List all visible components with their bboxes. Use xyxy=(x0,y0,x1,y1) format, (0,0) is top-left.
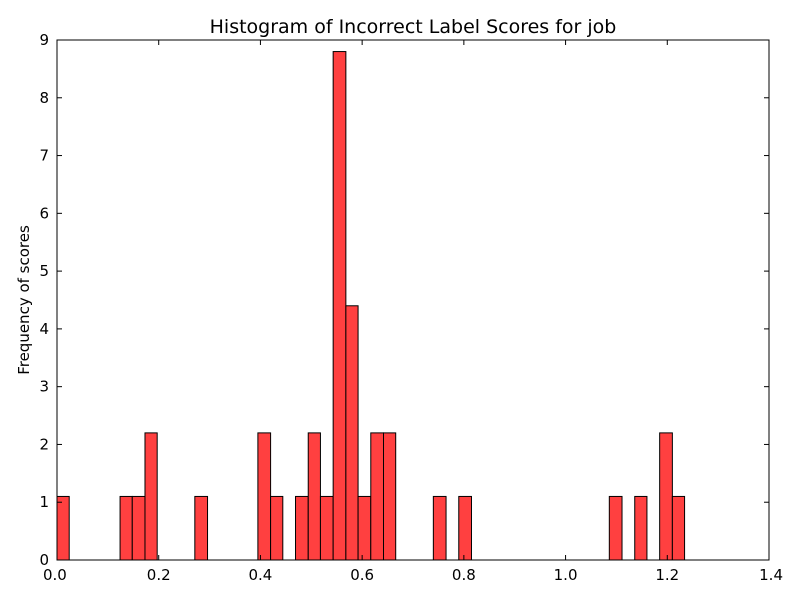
y-tick-label: 4 xyxy=(39,320,49,338)
y-tick-label: 1 xyxy=(39,493,49,511)
histogram-bar xyxy=(608,495,623,561)
histogram-bar xyxy=(295,495,309,561)
x-tick-label: 1.2 xyxy=(655,566,679,584)
y-tick-label: 2 xyxy=(39,435,49,453)
histogram-bar xyxy=(319,495,334,561)
x-axis: 0.0 0.2 0.4 0.6 0.8 1.0 1.2 1.4 xyxy=(43,40,783,584)
histogram-bar xyxy=(659,432,673,561)
histogram-bar xyxy=(56,495,70,561)
histogram-bar xyxy=(383,432,397,561)
x-tick-label: 0.6 xyxy=(350,566,374,584)
histogram-bar xyxy=(458,495,472,561)
x-tick-label: 0.0 xyxy=(43,566,67,584)
x-tick-label: 0.4 xyxy=(248,566,272,584)
y-tick-label: 0 xyxy=(39,551,49,569)
histogram-bar xyxy=(307,432,321,561)
x-tick-label: 0.2 xyxy=(147,566,171,584)
histogram-bar xyxy=(332,51,347,561)
histogram-bar xyxy=(357,495,372,561)
chart-title: Histogram of Incorrect Label Scores for … xyxy=(210,16,617,38)
y-tick-label: 6 xyxy=(39,204,49,222)
histogram-bar xyxy=(634,495,648,561)
y-tick-label: 8 xyxy=(39,89,49,107)
y-tick-label: 3 xyxy=(39,378,49,396)
histogram-bar xyxy=(671,495,686,561)
bars-group xyxy=(56,51,686,561)
x-tick-label: 0.8 xyxy=(452,566,476,584)
y-axis-label: Frequency of scores xyxy=(15,225,33,375)
histogram-bar xyxy=(270,495,284,561)
x-tick-label: 1.4 xyxy=(759,566,783,584)
histogram-bar xyxy=(144,432,158,561)
x-tick-label: 1.0 xyxy=(554,566,578,584)
histogram-bar xyxy=(257,432,272,561)
y-axis: 0 1 2 3 4 5 6 7 8 9 xyxy=(39,31,769,569)
histogram-bar xyxy=(194,495,209,561)
y-tick-label: 9 xyxy=(39,31,49,49)
histogram-bar xyxy=(119,495,133,561)
y-tick-label: 7 xyxy=(39,147,49,165)
histogram-bar xyxy=(432,495,447,561)
histogram-bar xyxy=(131,495,146,561)
plot-frame xyxy=(56,39,770,561)
histogram-bar xyxy=(345,305,359,561)
y-tick-label: 5 xyxy=(39,262,49,280)
histogram-bar xyxy=(370,432,385,561)
